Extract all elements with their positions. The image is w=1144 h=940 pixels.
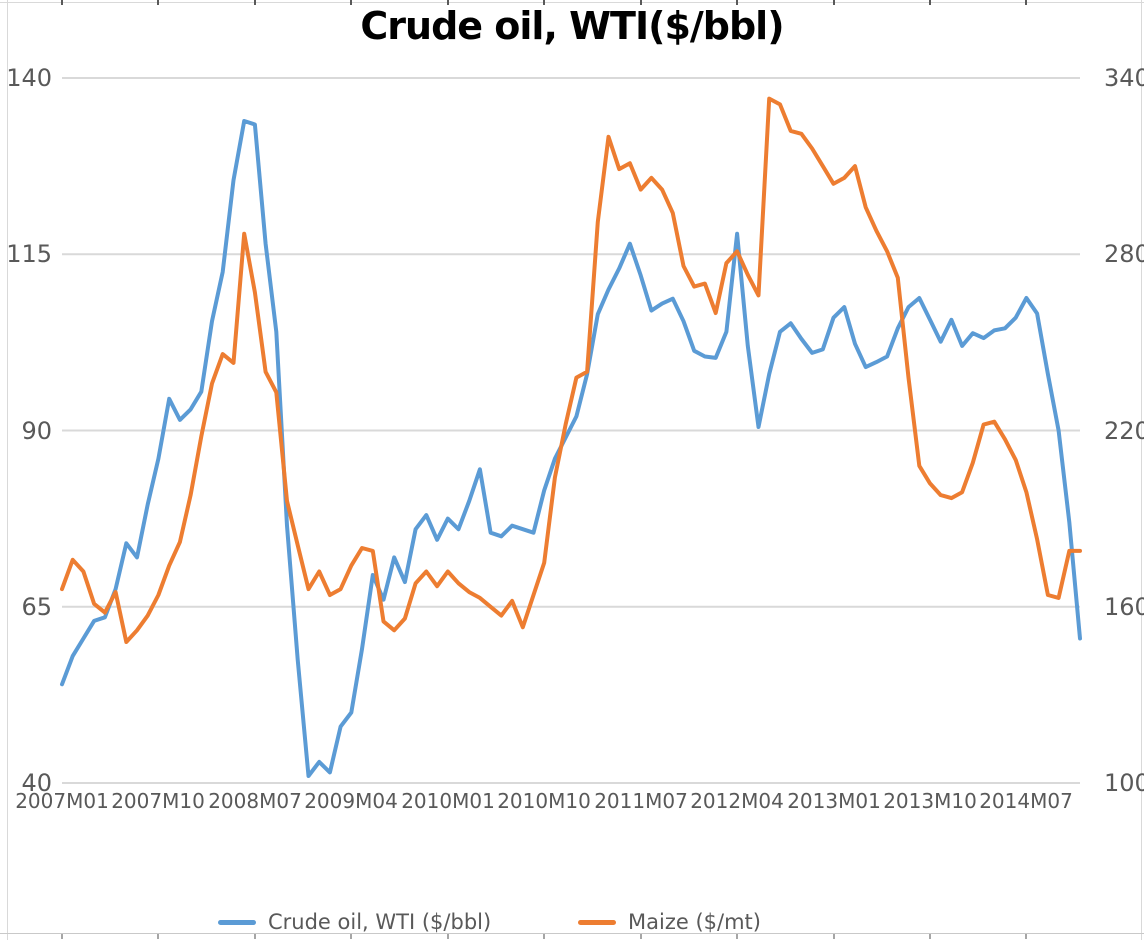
left-axis-tick-label: 65 — [21, 593, 52, 621]
edge-tick — [640, 0, 642, 5]
crude-oil-legend-label: Crude oil, WTI ($/bbl) — [268, 910, 492, 934]
edge-tick — [447, 934, 449, 939]
edge-tick — [1025, 934, 1027, 939]
edge-tick — [447, 0, 449, 5]
legend-item-crude-oil: Crude oil, WTI ($/bbl) — [218, 909, 491, 935]
x-axis-tick-label: 2007M01 — [15, 789, 109, 813]
edge-tick — [833, 934, 835, 939]
edge-tick — [61, 934, 63, 939]
edge-tick — [350, 934, 352, 939]
x-axis-tick-label: 2013M10 — [883, 789, 977, 813]
x-axis-tick-label: 2010M10 — [497, 789, 591, 813]
edge-tick — [543, 934, 545, 939]
x-axis-tick-label: 2007M10 — [111, 789, 205, 813]
top-edge-tick-marks — [0, 0, 1144, 5]
left-axis-tick-label: 115 — [6, 240, 52, 268]
right-axis-tick-label: 280 — [1104, 240, 1144, 268]
left-axis-tick-label: 140 — [6, 64, 52, 92]
chart-title: Crude oil, WTI($/bbl) — [360, 4, 784, 48]
edge-tick — [350, 0, 352, 5]
edge-tick — [157, 0, 159, 5]
crude-oil-line-series — [60, 119, 1082, 778]
edge-tick — [543, 0, 545, 5]
x-axis-tick-label: 2010M01 — [401, 789, 495, 813]
edge-tick — [61, 0, 63, 5]
right-axis-tick-label: 220 — [1104, 417, 1144, 445]
edge-tick — [736, 0, 738, 5]
top-border-line — [0, 2, 1144, 3]
x-axis-tick-label: 2012M04 — [690, 789, 784, 813]
edge-tick — [1025, 0, 1027, 5]
maize-legend-marker-icon — [578, 919, 616, 925]
bottom-border-line — [0, 933, 1144, 934]
edge-tick — [736, 934, 738, 939]
x-axis-tick-label: 2009M04 — [304, 789, 398, 813]
maize-line-series — [60, 96, 1082, 644]
left-axis-tick-label: 40 — [21, 769, 52, 797]
x-axis-tick-label: 2008M07 — [208, 789, 302, 813]
edge-tick — [929, 0, 931, 5]
edge-tick — [254, 0, 256, 5]
x-axis-tick-label: 2013M01 — [787, 789, 881, 813]
edge-tick — [254, 934, 256, 939]
x-axis-tick-label: 2014M07 — [979, 789, 1073, 813]
legend-item-maize: Maize ($/mt) — [578, 909, 761, 935]
edge-tick — [929, 934, 931, 939]
edge-tick — [157, 934, 159, 939]
left-border-line — [7, 0, 8, 940]
edge-tick — [833, 0, 835, 5]
right-axis-tick-label: 160 — [1104, 593, 1144, 621]
crude-oil-legend-marker-icon — [218, 919, 256, 925]
x-axis-tick-label: 2011M07 — [594, 789, 688, 813]
right-border-line — [1141, 0, 1142, 940]
maize-legend-label: Maize ($/mt) — [628, 910, 761, 934]
right-axis-tick-label: 100 — [1104, 769, 1144, 797]
bottom-edge-tick-marks — [0, 934, 1144, 939]
right-axis-tick-label: 340 — [1104, 64, 1144, 92]
edge-tick — [640, 934, 642, 939]
left-axis-tick-label: 90 — [21, 417, 52, 445]
